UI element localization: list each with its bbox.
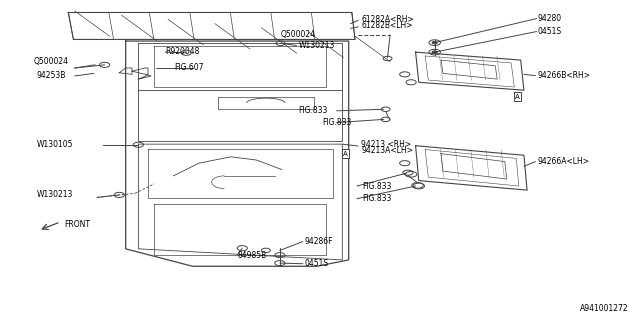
Text: 94280: 94280 [538, 14, 562, 23]
Text: 0451S: 0451S [538, 27, 562, 36]
Text: W130213: W130213 [37, 190, 74, 199]
Text: FIG.833: FIG.833 [298, 106, 328, 115]
Text: FRONT: FRONT [64, 220, 90, 229]
Text: 94213 <RH>: 94213 <RH> [362, 140, 412, 148]
Text: 61282B<LH>: 61282B<LH> [362, 21, 413, 30]
Circle shape [432, 41, 437, 44]
Text: 94266A<LH>: 94266A<LH> [538, 157, 590, 166]
Text: 94286F: 94286F [305, 237, 333, 246]
Text: 94266B<RH>: 94266B<RH> [538, 71, 591, 80]
Text: FIG.833: FIG.833 [323, 118, 352, 127]
Text: 84985B: 84985B [237, 251, 266, 260]
Text: 94213A<LH>: 94213A<LH> [362, 146, 413, 155]
Text: 61282A<RH>: 61282A<RH> [362, 15, 414, 24]
Text: W130105: W130105 [37, 140, 74, 149]
Text: A941001272: A941001272 [580, 304, 629, 313]
Text: FIG.833: FIG.833 [362, 181, 392, 190]
Text: Q500024: Q500024 [33, 57, 68, 66]
Text: Q500024: Q500024 [280, 30, 316, 39]
Text: W130213: W130213 [298, 41, 335, 50]
Circle shape [432, 51, 437, 53]
Text: FIG.833: FIG.833 [362, 194, 392, 203]
Text: A: A [515, 93, 520, 100]
Text: FIG.607: FIG.607 [174, 63, 204, 72]
Text: R920048: R920048 [165, 47, 200, 56]
Text: 0451S: 0451S [305, 259, 329, 268]
Text: A: A [343, 151, 348, 157]
Text: 94253B: 94253B [36, 71, 66, 80]
